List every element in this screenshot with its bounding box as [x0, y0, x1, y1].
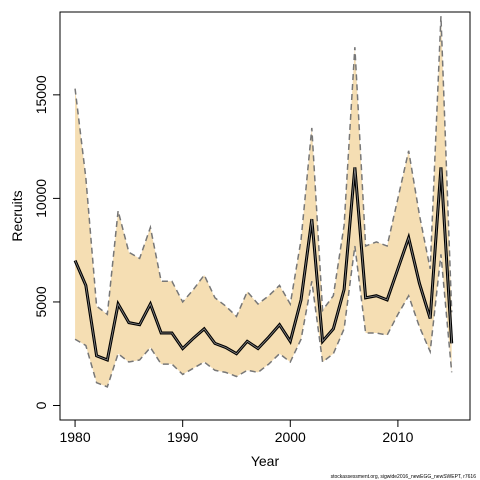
footnote: stockassessment.org, sigwide2016_newEGG_… [331, 474, 477, 480]
upper-bound [74, 16, 453, 318]
y-tick-label: 15000 [33, 75, 49, 114]
plot-frame [59, 11, 471, 421]
x-tick-label: 2000 [275, 429, 306, 445]
lower-bound [74, 245, 453, 388]
y-tick-label: 5000 [33, 286, 49, 317]
y-axis-label: Recruits [9, 190, 25, 241]
y-tick-label: 0 [33, 401, 49, 409]
x-tick-label: 1990 [167, 429, 198, 445]
estimate-line-inner [74, 167, 453, 361]
x-axis-label: Year [251, 453, 280, 469]
x-tick-label: 2010 [382, 429, 413, 445]
x-tick-label: 1980 [59, 429, 90, 445]
confidence-band [75, 16, 452, 387]
y-tick-label: 10000 [33, 179, 49, 218]
